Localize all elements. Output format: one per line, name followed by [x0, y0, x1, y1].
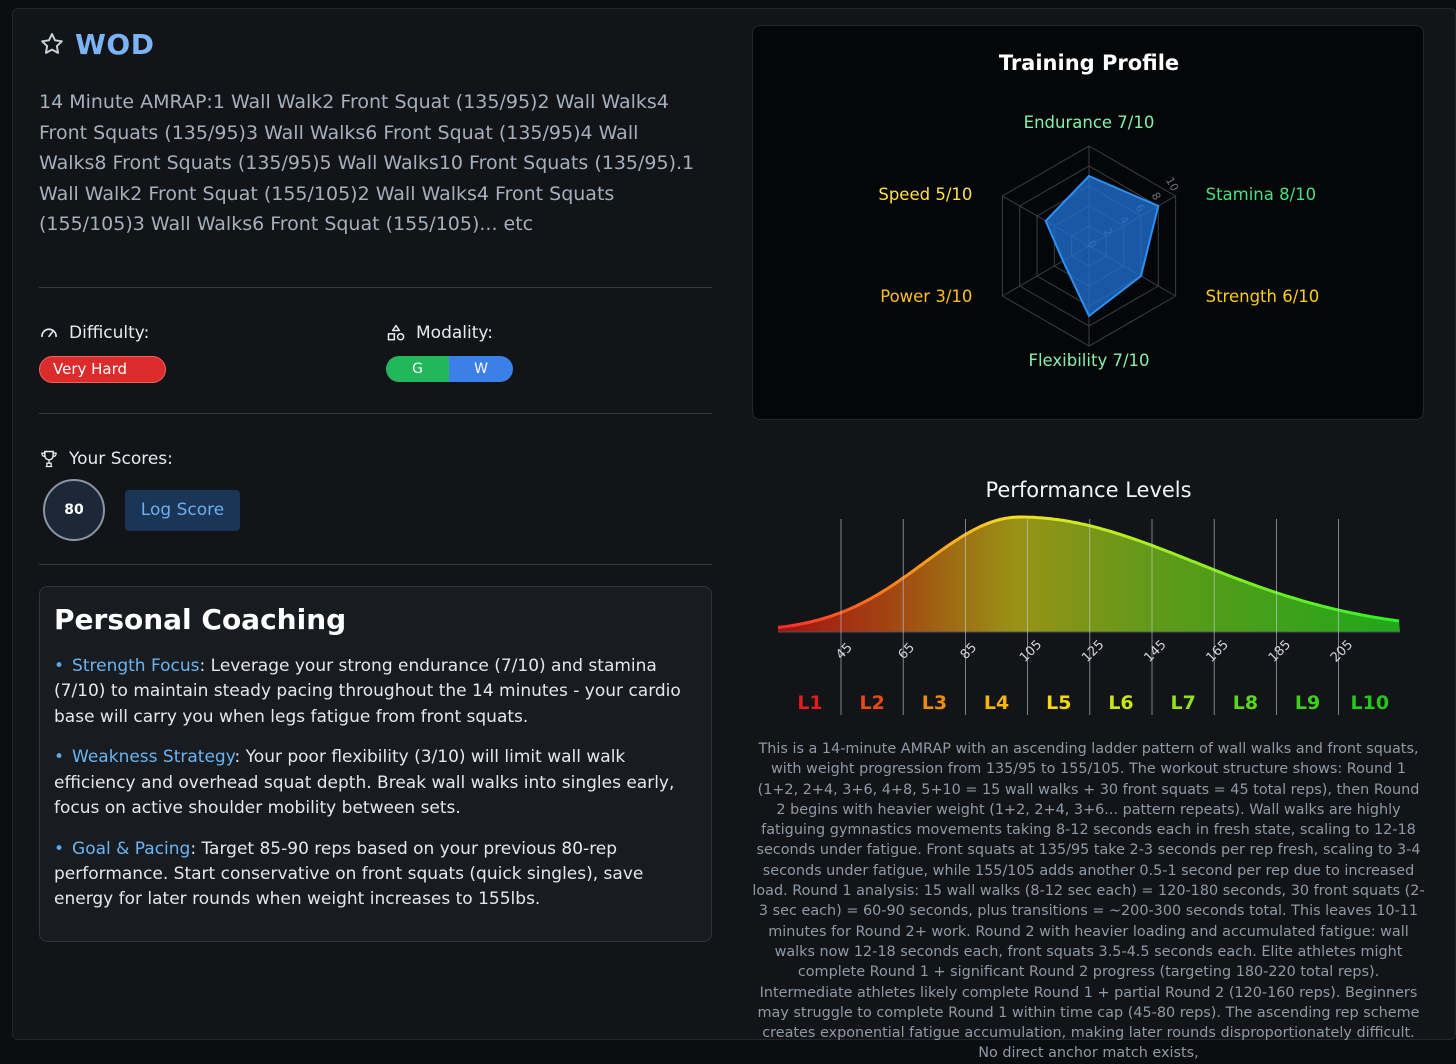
x-tick-label: 65 — [896, 640, 918, 662]
level-label: L10 — [1351, 692, 1390, 714]
axis-label: Endurance 7/10 — [1024, 113, 1155, 132]
x-tick-label: 85 — [958, 640, 980, 662]
coaching-item: • Goal & Pacing: Target 85-90 reps based … — [54, 837, 697, 913]
training-profile-chart: Training Profile0246810Endurance 7/10Sta… — [878, 51, 1320, 370]
star-icon[interactable] — [39, 31, 65, 57]
trophy-icon — [41, 450, 57, 468]
divider — [39, 413, 712, 414]
performance-levels-title: Performance Levels — [985, 478, 1192, 502]
left-column: WOD 14 Minute AMRAP:1 Wall Walk2 Front S… — [39, 21, 712, 942]
difficulty-label-row: Difficulty: — [39, 321, 166, 345]
level-label: L8 — [1233, 692, 1258, 714]
distribution-curve — [777, 515, 1400, 629]
axis-label: Stamina 8/10 — [1206, 185, 1317, 204]
coaching-key: Weakness Strategy — [72, 747, 235, 768]
difficulty-label: Difficulty: — [69, 323, 150, 343]
modality-pill: G W — [386, 356, 513, 382]
modality-label-row: Modality: — [386, 321, 513, 345]
divider — [39, 564, 712, 565]
level-label: L1 — [797, 692, 822, 714]
level-label: L4 — [984, 692, 1009, 714]
coaching-title: Personal Coaching — [54, 603, 347, 636]
log-score-button[interactable]: Log Score — [125, 489, 240, 531]
modality-gymnastics: G — [386, 356, 449, 382]
coaching-item: • Strength Focus: Leverage your strong en… — [54, 654, 697, 730]
wod-panel: WOD 14 Minute AMRAP:1 Wall Walk2 Front S… — [12, 8, 1456, 1061]
difficulty-section: Difficulty: Very Hard — [39, 321, 166, 383]
ring-tick-label: 10 — [1163, 175, 1181, 194]
axis-label: Flexibility 7/10 — [1028, 351, 1149, 370]
coaching-key: Strength Focus — [72, 656, 200, 676]
modality-label: Modality: — [416, 323, 493, 343]
level-label: L2 — [860, 692, 885, 714]
training-profile-card: Training Profile0246810Endurance 7/10Sta… — [752, 25, 1424, 420]
axis-label: Speed 5/10 — [878, 185, 972, 204]
modality-weightlifting: W — [449, 356, 513, 382]
ring-tick-label: 8 — [1149, 190, 1164, 203]
score-circle[interactable]: 80 — [43, 479, 105, 541]
difficulty-badge: Very Hard — [39, 356, 166, 383]
x-tick-label: 45 — [833, 640, 855, 662]
scores-label: Your Scores: — [69, 449, 173, 469]
x-tick-label: 145 — [1141, 637, 1169, 665]
x-tick-label: 165 — [1204, 637, 1232, 665]
coaching-item: • Weakness Strategy: Your poor flexibilit… — [54, 745, 697, 821]
shapes-icon — [387, 324, 405, 341]
distribution-area — [778, 517, 1400, 632]
score-row: 80 Log Score — [43, 479, 240, 541]
level-label: L7 — [1171, 692, 1196, 714]
axis-label: Power 3/10 — [880, 287, 972, 306]
coaching-key: Goal & Pacing — [72, 838, 191, 859]
coaching-text: : Leverage your strong endurance (7/10) … — [54, 656, 681, 727]
bullet-icon: • — [54, 747, 65, 768]
x-tick-label: 125 — [1079, 637, 1107, 665]
level-label: L6 — [1108, 692, 1133, 714]
coaching-text: : Target 85-90 reps based on your previo… — [54, 838, 644, 910]
modality-section: Modality: G W — [386, 321, 513, 382]
personal-coaching-card: Personal Coaching • Strength Focus: Lever… — [39, 586, 712, 942]
coaching-text: : Your poor flexibility (3/10) will limi… — [54, 747, 675, 818]
title-row: WOD — [39, 21, 712, 67]
x-tick-label: 185 — [1266, 637, 1294, 665]
bullet-icon: • — [54, 656, 65, 676]
performance-levels-chart: 45 65 85 105 125 145 165 185 205 L1 L2 L3 L4 L5 L6 L7 L8… — [777, 515, 1400, 715]
workout-analysis: This is a 14-minute AMRAP with an ascend… — [752, 741, 1425, 1062]
meta-row: Difficulty: Very Hard Modality: G W — [39, 321, 712, 391]
level-label: L3 — [922, 692, 947, 714]
divider — [39, 287, 712, 288]
data-polygon — [1044, 174, 1160, 318]
axis-label: Strength 6/10 — [1206, 287, 1320, 306]
wod-description: 14 Minute AMRAP:1 Wall Walk2 Front Squat… — [39, 91, 695, 235]
level-label: L5 — [1046, 692, 1071, 714]
bullet-icon: • — [54, 838, 65, 859]
page-title: WOD — [75, 27, 155, 61]
x-tick-label: 105 — [1017, 637, 1045, 665]
scores-label-row: Your Scores: — [39, 447, 173, 471]
chart-title: Training Profile — [999, 51, 1179, 75]
level-label: L9 — [1295, 692, 1320, 714]
x-tick-label: 205 — [1328, 637, 1356, 665]
gauge-icon — [41, 328, 57, 338]
